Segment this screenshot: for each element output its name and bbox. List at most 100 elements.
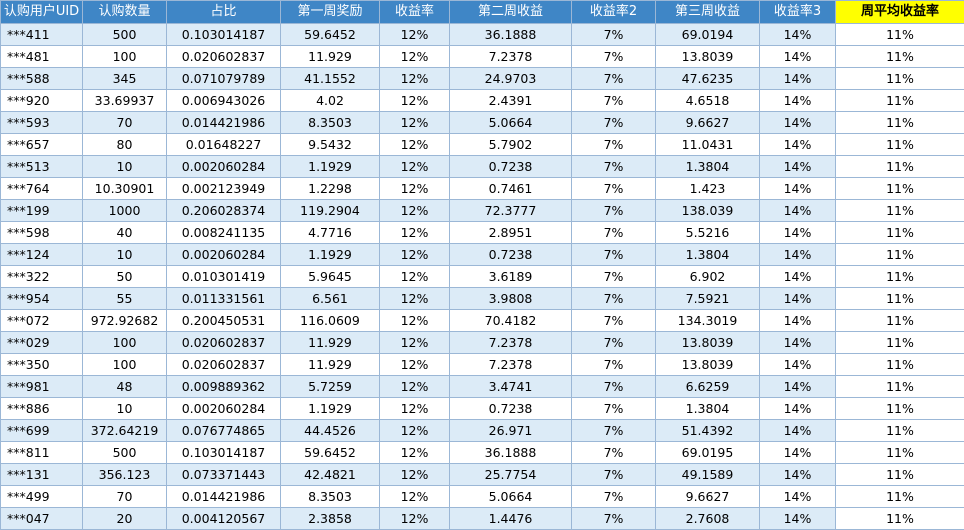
- table-cell[interactable]: 7%: [572, 178, 656, 200]
- table-cell[interactable]: 59.6452: [281, 442, 380, 464]
- column-header[interactable]: 收益率3: [760, 1, 836, 24]
- table-cell[interactable]: 14%: [760, 464, 836, 486]
- table-cell[interactable]: 26.971: [450, 420, 572, 442]
- table-cell[interactable]: 972.92682: [83, 310, 167, 332]
- column-header[interactable]: 收益率: [380, 1, 450, 24]
- table-cell[interactable]: 12%: [380, 288, 450, 310]
- table-cell[interactable]: 5.0664: [450, 112, 572, 134]
- column-header[interactable]: 认购数量: [83, 1, 167, 24]
- table-cell[interactable]: 14%: [760, 68, 836, 90]
- table-cell[interactable]: 345: [83, 68, 167, 90]
- table-cell[interactable]: 70: [83, 486, 167, 508]
- table-cell[interactable]: 11%: [836, 112, 964, 134]
- table-cell[interactable]: 1.4476: [450, 508, 572, 530]
- table-cell[interactable]: 5.7259: [281, 376, 380, 398]
- column-header[interactable]: 第一周奖励: [281, 1, 380, 24]
- table-cell[interactable]: 14%: [760, 310, 836, 332]
- table-cell[interactable]: 0.073371443: [167, 464, 281, 486]
- table-cell[interactable]: 0.071079789: [167, 68, 281, 90]
- table-cell[interactable]: 1000: [83, 200, 167, 222]
- table-cell[interactable]: 3.9808: [450, 288, 572, 310]
- table-cell[interactable]: 11%: [836, 288, 964, 310]
- table-cell[interactable]: 11.929: [281, 354, 380, 376]
- table-cell[interactable]: 1.3804: [656, 156, 760, 178]
- table-cell[interactable]: 12%: [380, 376, 450, 398]
- table-cell[interactable]: 0.014421986: [167, 486, 281, 508]
- table-cell[interactable]: 4.02: [281, 90, 380, 112]
- table-cell[interactable]: 7%: [572, 156, 656, 178]
- table-cell[interactable]: 0.002123949: [167, 178, 281, 200]
- table-cell[interactable]: 14%: [760, 354, 836, 376]
- table-cell[interactable]: ***047: [1, 508, 83, 530]
- table-cell[interactable]: 10: [83, 398, 167, 420]
- table-cell[interactable]: 11%: [836, 244, 964, 266]
- table-cell[interactable]: 10: [83, 244, 167, 266]
- table-cell[interactable]: 20: [83, 508, 167, 530]
- table-cell[interactable]: ***811: [1, 442, 83, 464]
- table-cell[interactable]: 5.7902: [450, 134, 572, 156]
- table-cell[interactable]: 7%: [572, 442, 656, 464]
- table-cell[interactable]: 7%: [572, 508, 656, 530]
- table-cell[interactable]: 7%: [572, 398, 656, 420]
- table-cell[interactable]: 11%: [836, 398, 964, 420]
- table-cell[interactable]: 14%: [760, 486, 836, 508]
- table-cell[interactable]: 0.7238: [450, 156, 572, 178]
- table-cell[interactable]: 4.7716: [281, 222, 380, 244]
- table-cell[interactable]: ***886: [1, 398, 83, 420]
- table-cell[interactable]: 7.5921: [656, 288, 760, 310]
- table-cell[interactable]: 48: [83, 376, 167, 398]
- column-header[interactable]: 认购用户UID: [1, 1, 83, 24]
- table-cell[interactable]: 7%: [572, 486, 656, 508]
- table-cell[interactable]: 100: [83, 332, 167, 354]
- table-cell[interactable]: 14%: [760, 156, 836, 178]
- table-cell[interactable]: 7%: [572, 46, 656, 68]
- table-cell[interactable]: 24.9703: [450, 68, 572, 90]
- table-cell[interactable]: 12%: [380, 112, 450, 134]
- table-cell[interactable]: 12%: [380, 156, 450, 178]
- table-cell[interactable]: 14%: [760, 442, 836, 464]
- table-cell[interactable]: 12%: [380, 24, 450, 46]
- table-cell[interactable]: 500: [83, 442, 167, 464]
- table-cell[interactable]: 5.5216: [656, 222, 760, 244]
- table-cell[interactable]: 0.206028374: [167, 200, 281, 222]
- table-cell[interactable]: 80: [83, 134, 167, 156]
- table-cell[interactable]: 2.3858: [281, 508, 380, 530]
- table-cell[interactable]: 7%: [572, 420, 656, 442]
- table-cell[interactable]: 7%: [572, 90, 656, 112]
- table-cell[interactable]: 12%: [380, 508, 450, 530]
- table-cell[interactable]: 12%: [380, 90, 450, 112]
- table-cell[interactable]: 11.0431: [656, 134, 760, 156]
- table-cell[interactable]: 6.561: [281, 288, 380, 310]
- table-cell[interactable]: 0.020602837: [167, 332, 281, 354]
- table-cell[interactable]: 0.009889362: [167, 376, 281, 398]
- table-cell[interactable]: 44.4526: [281, 420, 380, 442]
- table-cell[interactable]: 14%: [760, 288, 836, 310]
- table-cell[interactable]: 36.1888: [450, 24, 572, 46]
- table-cell[interactable]: 7%: [572, 464, 656, 486]
- table-cell[interactable]: 13.8039: [656, 332, 760, 354]
- table-cell[interactable]: 119.2904: [281, 200, 380, 222]
- table-cell[interactable]: 0.103014187: [167, 442, 281, 464]
- table-cell[interactable]: 7.2378: [450, 46, 572, 68]
- table-cell[interactable]: 12%: [380, 354, 450, 376]
- table-cell[interactable]: 5.9645: [281, 266, 380, 288]
- table-cell[interactable]: 138.039: [656, 200, 760, 222]
- table-cell[interactable]: ***481: [1, 46, 83, 68]
- table-cell[interactable]: 11%: [836, 464, 964, 486]
- table-cell[interactable]: 6.6259: [656, 376, 760, 398]
- table-cell[interactable]: 0.004120567: [167, 508, 281, 530]
- table-cell[interactable]: 14%: [760, 266, 836, 288]
- table-cell[interactable]: 11%: [836, 24, 964, 46]
- table-cell[interactable]: 41.1552: [281, 68, 380, 90]
- table-cell[interactable]: 0.011331561: [167, 288, 281, 310]
- table-cell[interactable]: 13.8039: [656, 354, 760, 376]
- table-cell[interactable]: 14%: [760, 332, 836, 354]
- table-cell[interactable]: 12%: [380, 398, 450, 420]
- table-cell[interactable]: 6.902: [656, 266, 760, 288]
- table-cell[interactable]: 2.4391: [450, 90, 572, 112]
- table-cell[interactable]: 12%: [380, 68, 450, 90]
- table-cell[interactable]: ***072: [1, 310, 83, 332]
- column-header[interactable]: 占比: [167, 1, 281, 24]
- table-cell[interactable]: ***981: [1, 376, 83, 398]
- table-cell[interactable]: 11%: [836, 420, 964, 442]
